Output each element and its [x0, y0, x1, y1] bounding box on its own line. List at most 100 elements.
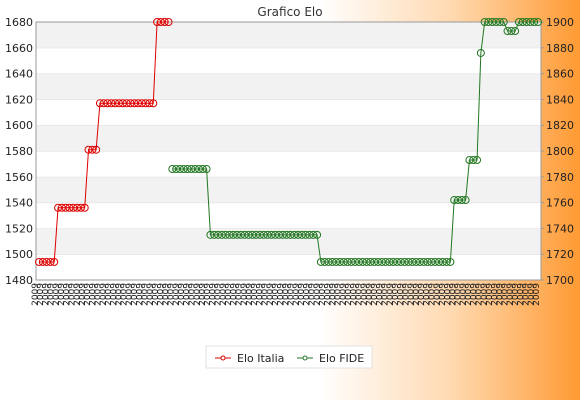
x-axis-tick-label: 2009: [370, 283, 380, 306]
legend: Elo Italia Elo FIDE: [205, 345, 373, 369]
x-axis-tick-label: 2009: [130, 283, 140, 306]
x-axis-tick-label: 2009: [62, 283, 72, 306]
data-point-elo-fide: [221, 230, 230, 239]
x-axis-tick-label: 2009: [469, 283, 479, 306]
data-point-elo-fide: [484, 18, 493, 26]
x-axis-tick-label: 2009: [146, 283, 156, 306]
series-layer: [35, 18, 542, 266]
x-axis-tick-label: 2009: [208, 283, 218, 306]
x-axis-tick-label: 2009: [287, 283, 297, 306]
x-axis-tick-label: 2009: [182, 283, 192, 306]
x-axis-tick-label: 2009: [120, 283, 130, 306]
x-axis-tick-label: 2009: [250, 283, 260, 306]
x-axis-tick-label: 2009: [271, 283, 281, 306]
data-point-elo-fide: [438, 257, 447, 266]
x-axis-tick-label: 2009: [485, 283, 495, 306]
data-point-elo-italia: [88, 145, 97, 154]
right-axis-tick-label: 1740: [546, 222, 574, 235]
x-axis-tick-label: 2009: [229, 283, 239, 306]
left-axis-tick-label: 1520: [5, 222, 33, 235]
x-axis-tick-label: 2009: [57, 283, 67, 306]
data-point-elo-italia: [149, 99, 158, 108]
data-point-elo-fide: [503, 27, 512, 36]
x-axis-tick-label: 2009: [506, 283, 516, 306]
x-axis-tick-label: 2009: [443, 283, 453, 306]
x-axis-tick-label: 2009: [235, 283, 245, 306]
data-point-elo-fide: [454, 196, 463, 205]
data-point-elo-italia: [122, 99, 131, 108]
left-axis-tick-label: 1660: [5, 42, 33, 55]
data-point-elo-fide: [282, 230, 291, 239]
data-point-elo-fide: [354, 257, 363, 266]
x-axis-tick-label: 2009: [501, 283, 511, 306]
data-point-elo-fide: [393, 257, 402, 266]
x-axis-tick-label: 2009: [261, 283, 271, 306]
data-point-elo-fide: [286, 230, 295, 239]
x-axis-tick-label: 2009: [360, 283, 370, 306]
x-axis-tick-label: 2009: [104, 283, 114, 306]
x-axis-tick-label: 2009: [318, 283, 328, 306]
x-axis-tick-label: 2009: [83, 283, 93, 306]
data-point-elo-fide: [511, 27, 520, 36]
x-axis-tick-label: 2009: [412, 283, 422, 306]
legend-label-elo-fide: Elo FIDE: [319, 352, 364, 365]
data-point-elo-fide: [179, 165, 188, 174]
data-point-elo-italia: [103, 99, 112, 108]
x-axis-tick-label: 2009: [433, 283, 443, 306]
left-axis-tick-label: 1500: [5, 248, 33, 261]
x-axis-tick-label: 2009: [365, 283, 375, 306]
x-axis-tick-label: 2009: [417, 283, 427, 306]
data-point-elo-fide: [370, 257, 379, 266]
plot-band: [36, 73, 541, 100]
left-axis-ticks: 1480 1500 1520 1540 1560 1580 1600 1620 1640 1660…: [5, 16, 33, 287]
legend-label-elo-italia: Elo Italia: [237, 352, 284, 365]
data-point-elo-fide: [175, 165, 184, 174]
data-point-elo-fide: [431, 257, 440, 266]
x-axis-tick-label: 2009: [308, 283, 318, 306]
x-axis-tick-label: 2009: [339, 283, 349, 306]
data-point-elo-italia: [164, 18, 173, 26]
x-axis-tick-label: 2009: [438, 283, 448, 306]
data-point-elo-fide: [362, 257, 371, 266]
x-axis-tick-label: 2009: [161, 283, 171, 306]
x-axis-tick-label: 2009: [344, 283, 354, 306]
x-axis-tick-label: 2009: [532, 283, 542, 306]
data-point-elo-italia: [141, 99, 150, 108]
x-axis-tick-label: 2009: [156, 283, 166, 306]
series-elo-fide: [168, 18, 542, 266]
data-point-elo-italia: [42, 257, 51, 266]
x-axis-tick-label: 2009: [167, 283, 177, 306]
x-axis-tick-label: 2009: [511, 283, 521, 306]
x-axis-tick-label: 2009: [88, 283, 98, 306]
x-axis-tick-label: 2009: [516, 283, 526, 306]
x-axis-tick-label: 2009: [151, 283, 161, 306]
data-point-elo-italia: [137, 99, 146, 108]
x-axis-tick-label: 2009: [41, 283, 51, 306]
x-axis-tick-label: 2009: [177, 283, 187, 306]
data-point-elo-italia: [156, 18, 165, 26]
data-point-elo-italia: [130, 99, 139, 108]
data-point-elo-fide: [290, 230, 299, 239]
data-point-elo-italia: [38, 257, 47, 266]
data-point-elo-italia: [35, 257, 43, 266]
data-point-elo-fide: [301, 230, 310, 239]
x-axis-tick-label: 2009: [495, 283, 505, 306]
x-axis-tick-label: 2009: [407, 283, 417, 306]
data-point-elo-fide: [324, 257, 333, 266]
data-point-elo-fide: [415, 257, 424, 266]
left-axis-tick-label: 1480: [5, 274, 33, 287]
data-point-elo-fide: [267, 230, 276, 239]
right-axis-tick-label: 1840: [546, 93, 574, 106]
data-point-elo-fide: [194, 165, 203, 174]
data-point-elo-fide: [358, 257, 367, 266]
data-point-elo-fide: [259, 230, 268, 239]
x-axis-tick-label: 2009: [396, 283, 406, 306]
right-axis-tick-label: 1820: [546, 119, 574, 132]
data-point-elo-italia: [54, 203, 63, 212]
x-axis-tick-label: 2009: [31, 283, 41, 306]
x-axis-tick-label: 2009: [323, 283, 333, 306]
left-axis-tick-label: 1540: [5, 197, 33, 210]
data-point-elo-fide: [473, 156, 482, 165]
data-point-elo-italia: [84, 145, 93, 154]
